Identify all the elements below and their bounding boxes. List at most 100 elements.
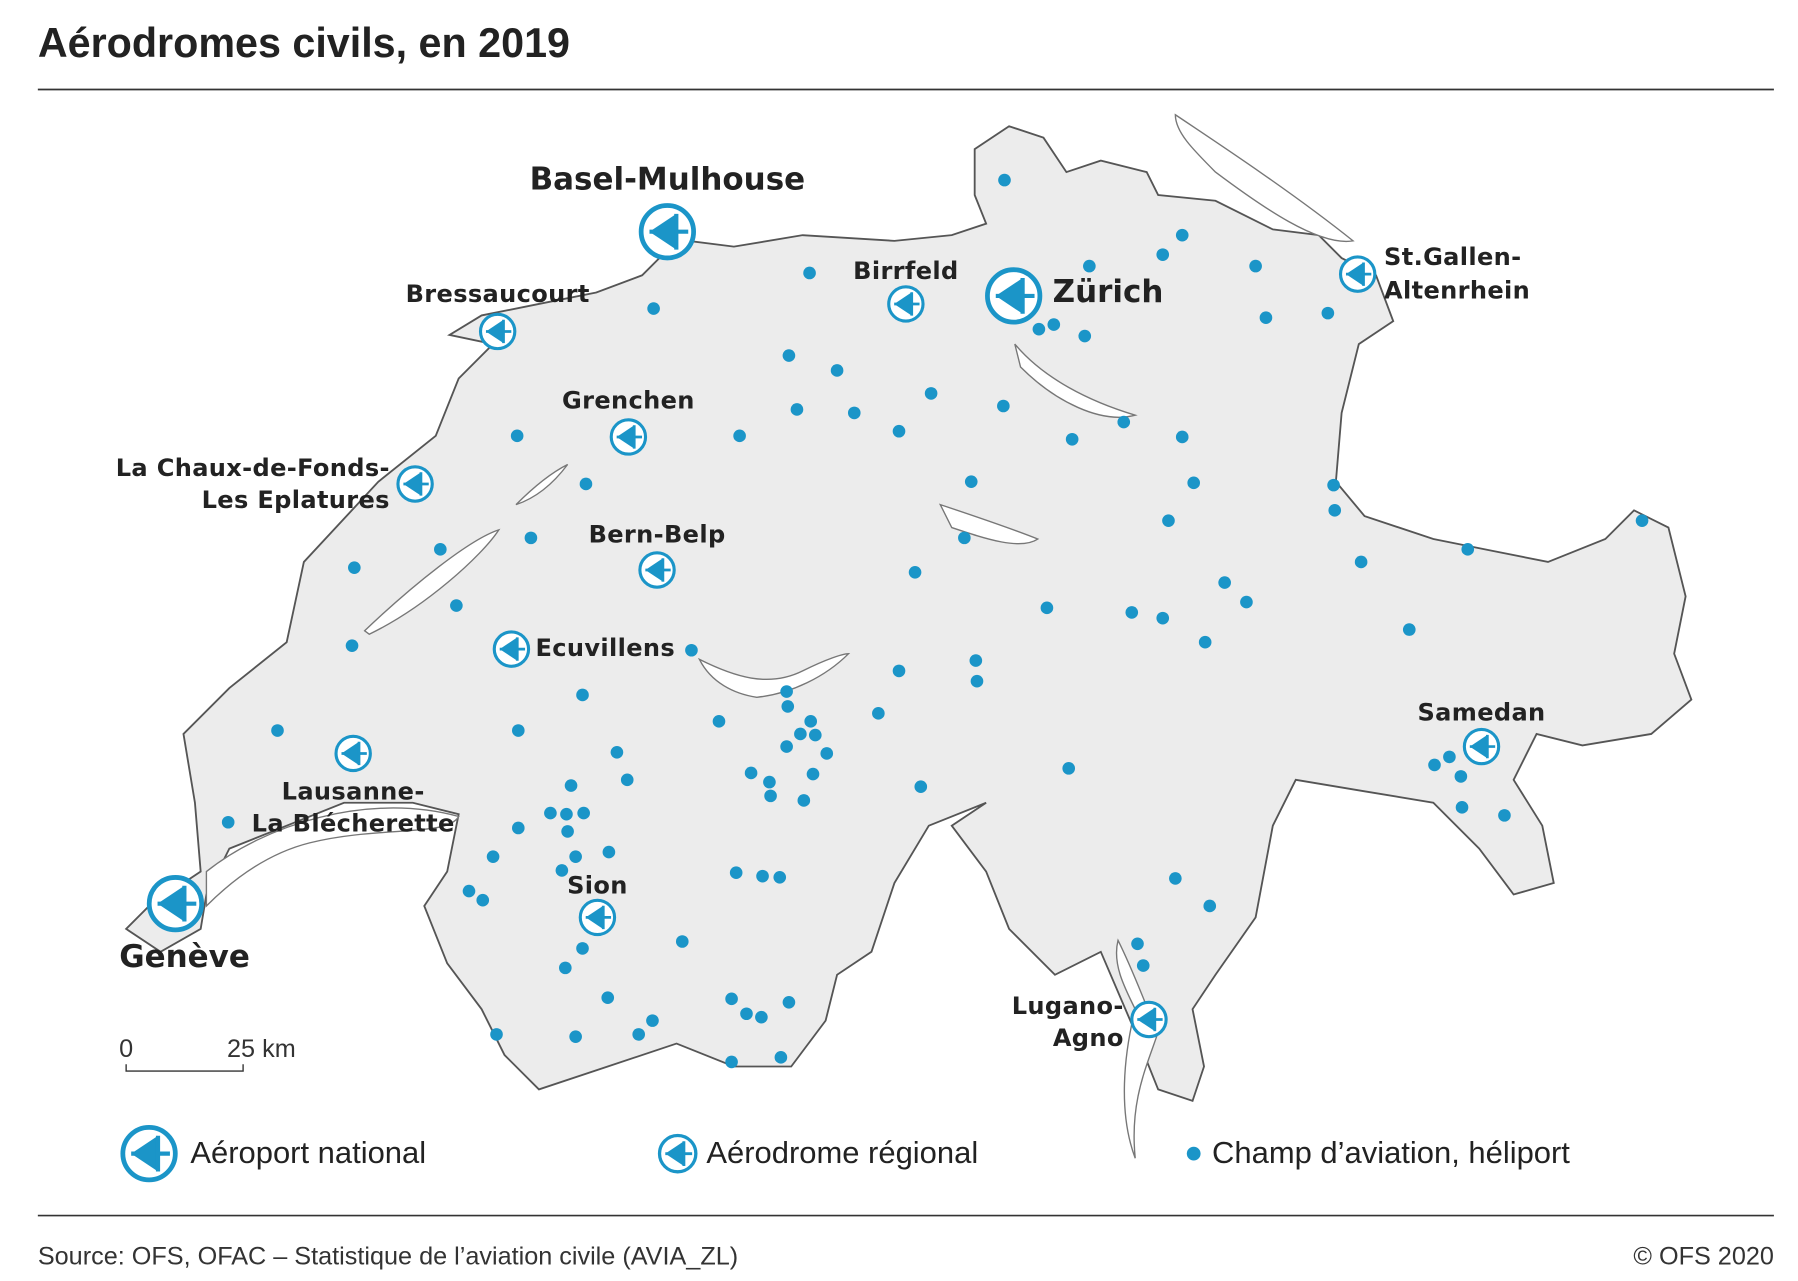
airfield-dot (544, 806, 557, 820)
airfield-dot (892, 664, 906, 678)
national-airport-label: Zürich (1053, 274, 1164, 310)
regional-airfield-icon (1130, 1000, 1168, 1039)
airfield-dot (1402, 623, 1416, 636)
national-airport-icon (987, 270, 1039, 322)
airfield-dot (1259, 311, 1273, 325)
airfield-dot (1083, 259, 1096, 273)
airfield-dot (221, 815, 235, 829)
regional-airfield-label: La Chaux-de-Fonds- (116, 454, 390, 482)
airfield-dot (569, 850, 582, 863)
airfield-dot (511, 724, 525, 737)
airfield-dot (756, 869, 769, 883)
airfield-dot (914, 780, 928, 794)
regional-airfield-label: Samedan (1417, 698, 1545, 726)
airfield-dot (1078, 329, 1092, 343)
regional-airfield-icon (887, 285, 925, 323)
regional-airfield-icon (478, 312, 517, 351)
airfield-dot (1156, 611, 1170, 625)
airfield-dot (450, 599, 463, 612)
airfield-dot (744, 766, 758, 780)
airfield-dot (958, 531, 971, 545)
airfield-dot (764, 789, 777, 803)
airfield-dot (476, 893, 490, 907)
legend-national-icon (123, 1127, 175, 1179)
legend-dot (1186, 1146, 1201, 1161)
regional-airfield-label: St.Gallen- (1384, 243, 1521, 271)
airfield-dot (1443, 750, 1456, 764)
title: Aérodromes civils, en 2019 (38, 20, 570, 66)
scale-start: 0 (119, 1035, 133, 1063)
airfield-dot (1454, 770, 1468, 783)
airfield-dot (271, 724, 284, 737)
airfield-dot (1040, 601, 1054, 615)
scale-line (125, 1064, 244, 1072)
scale-end: 25 km (227, 1035, 296, 1063)
regional-airfield-label: Sion (567, 871, 628, 899)
airfield-dot (1328, 504, 1342, 517)
airfield-dot (1203, 899, 1217, 913)
airfield-dot (510, 429, 524, 443)
airfield-dot (1175, 228, 1189, 242)
airfield-dot (462, 884, 476, 898)
airfield-dot (780, 685, 793, 698)
national-airport-label: Basel-Mulhouse (530, 162, 806, 198)
airfield-dot (794, 727, 807, 741)
airfield-dot (569, 1030, 582, 1043)
scale-bar: 0 25 km (119, 1035, 296, 1072)
airfield-dot (797, 794, 811, 807)
regional-airfield-label: Birrfeld (853, 257, 958, 285)
source: Source: OFS, OFAC – Statistique de l’avi… (38, 1243, 738, 1271)
airfield-dot (486, 850, 500, 863)
airfield-dot (646, 1014, 659, 1027)
airfield-dot (602, 845, 616, 859)
legend-label: Champ d’aviation, héliport (1212, 1135, 1570, 1170)
airfield-dot (847, 406, 861, 420)
airfield-dot (1169, 872, 1182, 885)
airfield-dot (1162, 514, 1175, 527)
airfield-dot (610, 745, 624, 759)
airfield-dot (1125, 606, 1139, 619)
airfield-dots (221, 173, 1649, 1069)
airfield-dot (782, 349, 796, 362)
airfield-dot (1032, 322, 1046, 336)
regional-airfield-icon (578, 898, 617, 937)
legend: Aéroport national Aérodrome régional Cha… (123, 1127, 1570, 1179)
airfield-dot (725, 992, 738, 1006)
airfield-dot (1065, 432, 1079, 446)
airfield-dot (632, 1028, 646, 1041)
airfield-dot (1461, 543, 1475, 556)
airfield-dot (773, 870, 787, 884)
airfield-dot (740, 1007, 753, 1021)
airfield-dot (1249, 259, 1262, 273)
airfield-dot (675, 935, 689, 948)
regional-airfield-label: Ecuvillens (536, 634, 676, 662)
airfield-dot (725, 1055, 738, 1069)
regional-airfield-icon (609, 418, 648, 456)
airfield-dot (872, 707, 885, 720)
airfield-dot (964, 475, 978, 488)
airfield-dot (908, 565, 922, 579)
airfield-dot (1498, 809, 1511, 822)
airfield-dot (997, 399, 1010, 413)
airfield-dot (1062, 762, 1076, 775)
airfield-dot (561, 825, 574, 838)
airfield-dot (577, 806, 590, 820)
airfield-dot (685, 643, 698, 657)
regional-airfield-icon (334, 734, 372, 773)
airfield-dot (780, 740, 793, 753)
airfield-dot (555, 864, 569, 877)
airfield-dot (1218, 576, 1231, 589)
regional-airfield-label: Lugano- (1012, 992, 1124, 1020)
airfield-dot (1327, 478, 1340, 492)
airfield-dot (1131, 937, 1144, 951)
airfield-dot (560, 807, 573, 821)
airfield-dot (1156, 248, 1170, 261)
regional-airfield-label: Les Eplatures (202, 486, 390, 514)
airfield-dot (1635, 514, 1649, 527)
airfield-dot (969, 654, 983, 667)
airfield-dot (1047, 318, 1061, 331)
airfield-dot (564, 779, 578, 792)
regional-airfield-label: Bressaucourt (406, 280, 590, 308)
regional-airfield-label: Lausanne- (282, 777, 425, 805)
